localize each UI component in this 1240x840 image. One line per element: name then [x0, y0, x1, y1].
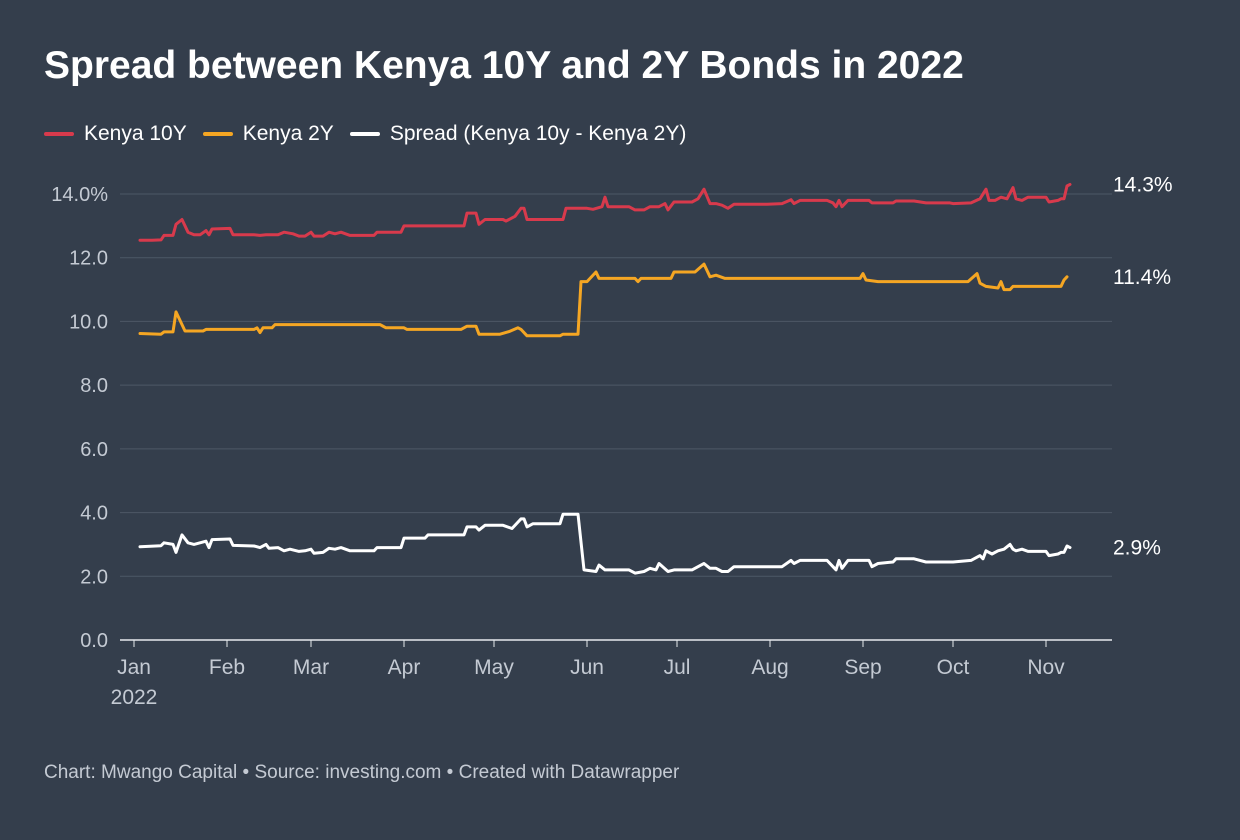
legend-item-kenya-2y: Kenya 2Y [202, 122, 334, 146]
x-tick-label: Jul [664, 656, 691, 679]
y-tick-label: 8.0 [80, 375, 108, 397]
series-line-1 [138, 262, 1069, 338]
series-end-label-0: 14.3% [1113, 173, 1173, 196]
x-tick-label: Nov [1027, 656, 1065, 679]
legend-label-kenya-2y: Kenya 2Y [242, 122, 334, 145]
legend-swatch-spread [349, 132, 380, 136]
y-tick-label: 12.0 [69, 248, 108, 270]
legend-swatch-kenya-2y [202, 132, 233, 136]
series-end-label-1: 11.4% [1113, 266, 1171, 289]
x-tick-label: Feb [209, 656, 245, 679]
legend-label-kenya-10y: Kenya 10Y [84, 122, 187, 145]
series-line-2 [138, 512, 1072, 575]
series-line-0 [138, 182, 1072, 242]
legend: Kenya 10Y Kenya 2Y Spread (Kenya 10y - K… [44, 122, 702, 146]
x-tick-label: Sep [844, 656, 881, 679]
x-tick-label: Oct [937, 656, 970, 679]
x-tick-label: Mar [293, 656, 329, 679]
x-tick-label: Apr [388, 656, 421, 679]
y-tick-label: 10.0 [69, 311, 108, 333]
chart-footer: Chart: Mwango Capital • Source: investin… [44, 762, 680, 783]
y-tick-label: 4.0 [80, 503, 108, 525]
x-tick-label: May [474, 656, 514, 679]
x-tick-label: Jan [117, 656, 151, 679]
x-tick-label: Jun [570, 656, 604, 679]
x-tick-sublabel: 2022 [111, 686, 158, 709]
y-tick-label: 2.0 [80, 566, 108, 588]
y-tick-label: 6.0 [80, 439, 108, 461]
legend-item-kenya-10y: Kenya 10Y [44, 122, 187, 146]
x-tick-label: Aug [751, 656, 788, 679]
y-tick-label: 0.0 [80, 630, 108, 652]
legend-label-spread: Spread (Kenya 10y - Kenya 2Y) [389, 122, 687, 145]
legend-swatch-kenya-10y [44, 132, 74, 136]
series-end-label-2: 2.9% [1113, 537, 1161, 560]
legend-item-spread: Spread (Kenya 10y - Kenya 2Y) [349, 122, 687, 146]
y-tick-label: 14.0% [51, 184, 108, 206]
chart-title: Spread between Kenya 10Y and 2Y Bonds in… [44, 44, 964, 87]
